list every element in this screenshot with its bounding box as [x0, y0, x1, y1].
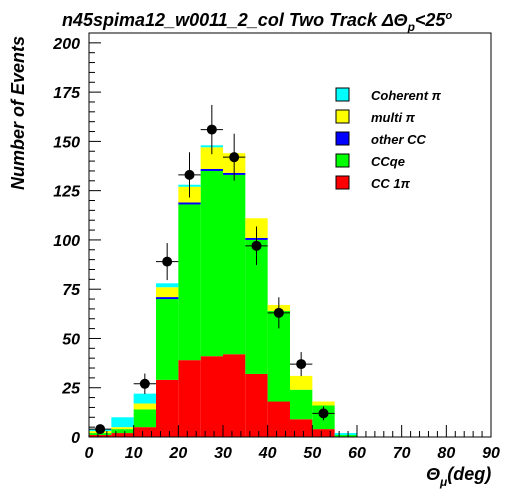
data-point: [206, 124, 217, 135]
bar-segment: [133, 409, 156, 428]
data-point: [229, 152, 240, 163]
x-tick-label: 60: [348, 445, 366, 462]
bar-segment: [133, 393, 156, 404]
bar-segment: [111, 433, 134, 437]
legend-label: CCqe: [371, 154, 405, 169]
data-point: [318, 408, 329, 419]
x-tick-label: 0: [85, 445, 94, 462]
bar-segment: [200, 147, 223, 169]
data-point: [162, 256, 173, 267]
legend-swatch: [335, 87, 350, 102]
bar-segment: [111, 427, 134, 430]
data-point: [184, 169, 195, 180]
bar-segment: [267, 310, 290, 402]
bar-segment: [312, 429, 335, 437]
plot-area: 0 10 20 30 40 50 60 70 80 90 0 25 50 75 100 125 150 175 20…: [52, 32, 500, 462]
legend-swatch: [335, 109, 350, 124]
x-tick-label: 70: [393, 445, 411, 462]
y-tick-label: 175: [53, 85, 81, 102]
bar-segment: [312, 401, 335, 406]
chart-title: n45spima12_w0011_2_col Two Track ΔΘp<25o: [62, 10, 452, 34]
bar-segment: [156, 287, 179, 298]
bar-segment: [200, 168, 223, 171]
x-axis-label: Θμ(deg): [426, 464, 491, 489]
y-tick-label: 50: [62, 331, 80, 348]
legend-swatch: [335, 131, 350, 146]
bar-segment: [178, 204, 201, 361]
bar-segment: [133, 427, 156, 437]
data-point: [139, 378, 150, 389]
x-tick-label: 40: [258, 445, 277, 462]
bar-segment: [290, 389, 313, 420]
bar-segment: [156, 297, 179, 300]
x-tick-label: 10: [125, 445, 143, 462]
bar-segment: [290, 419, 313, 437]
legend-label: multi π: [371, 110, 416, 125]
y-axis-label: Number of Events: [8, 36, 28, 190]
x-tick-label: 50: [303, 445, 321, 462]
data-point: [95, 424, 106, 435]
y-tick-label: 100: [53, 233, 80, 250]
bar-segment: [111, 429, 134, 434]
bar-segment: [245, 373, 268, 437]
bar-segment: [334, 435, 357, 437]
x-tick-label: 90: [482, 445, 500, 462]
bar-segment: [223, 174, 246, 355]
bar-segment: [245, 239, 268, 374]
legend-label: other CC: [371, 132, 427, 147]
bar-segment: [133, 403, 156, 410]
bar-segment: [267, 401, 290, 437]
bar-segment: [223, 354, 246, 437]
bar-segment: [156, 283, 179, 288]
legend: Coherent π multi π other CC CCqe CC 1π: [335, 87, 442, 191]
y-tick-label: 75: [62, 282, 81, 299]
y-tick-label: 25: [61, 381, 81, 398]
data-point: [273, 307, 284, 318]
bar-segment: [156, 379, 179, 437]
x-tick-label: 80: [437, 445, 455, 462]
bar-segment: [178, 202, 201, 205]
legend-swatch: [335, 153, 350, 168]
bar-segment: [89, 435, 112, 437]
bar-segment: [156, 299, 179, 380]
bar-segment: [290, 375, 313, 390]
y-tick-label: 200: [52, 36, 80, 53]
bar-segment: [200, 356, 223, 437]
y-tick-label: 0: [71, 430, 80, 447]
plot-frame: [88, 32, 492, 438]
legend-label: Coherent π: [371, 88, 442, 103]
y-tick-label: 125: [53, 184, 81, 201]
legend-label: CC 1π: [371, 176, 411, 191]
y-tick-label: 150: [53, 134, 80, 151]
bar-segment: [334, 433, 357, 436]
x-tick-label: 20: [168, 445, 187, 462]
bar-segment: [111, 417, 134, 428]
bar-segment: [178, 360, 201, 437]
legend-swatch: [335, 175, 350, 190]
data-point: [296, 359, 307, 370]
bar-segment: [200, 170, 223, 357]
data-point: [251, 240, 262, 251]
x-tick-label: 30: [214, 445, 232, 462]
